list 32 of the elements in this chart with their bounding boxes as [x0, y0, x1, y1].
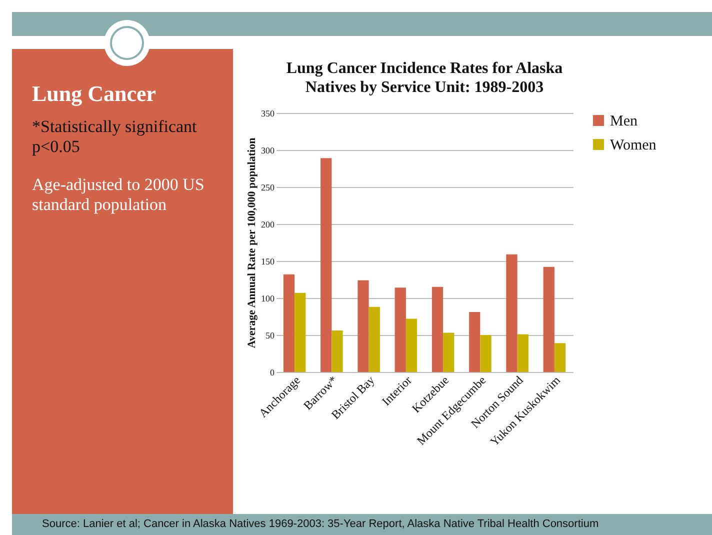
- bar: [517, 334, 528, 372]
- y-tick-label: 100: [261, 294, 275, 304]
- y-tick-label: 300: [261, 146, 275, 156]
- bar: [406, 318, 418, 372]
- bar: [432, 286, 444, 372]
- y-tick-label: 250: [261, 182, 275, 192]
- y-axis-title: Average Annual Rate per 100,000 population: [246, 138, 258, 348]
- bar: [294, 292, 306, 372]
- chart-title: Lung Cancer Incidence Rates for Alaska Natives by Service Unit: 1989-2003: [286, 60, 563, 96]
- bar: [320, 158, 332, 372]
- bar: [332, 330, 343, 372]
- text: Lung Cancer: [32, 81, 156, 107]
- bar: [480, 335, 492, 372]
- y-tick-label: 150: [261, 256, 275, 266]
- text: *Statistically significant p<0.05: [32, 117, 198, 157]
- bar: [394, 288, 406, 372]
- bar: [469, 312, 480, 372]
- bar: [543, 266, 554, 372]
- bar: [554, 343, 566, 372]
- legend-label: Women: [610, 138, 657, 154]
- y-tick-label: 350: [261, 108, 275, 118]
- source-note: Source: Lanier et al; Cancer in Alaska Natives 1969-2003: 35-Year Report, Alaska Native Tribal Health Consortium: [12, 514, 712, 535]
- y-tick-label: 200: [261, 220, 275, 230]
- text: Age-adjusted to 2000 US standard population: [32, 175, 206, 215]
- bar: [283, 274, 295, 372]
- bar: [368, 306, 380, 372]
- legend-label: Men: [610, 114, 638, 130]
- bar: [443, 332, 454, 372]
- bar: [506, 254, 518, 372]
- y-tick-label: 0: [270, 368, 275, 378]
- bar: [358, 280, 369, 372]
- y-tick-label: 50: [266, 330, 275, 340]
